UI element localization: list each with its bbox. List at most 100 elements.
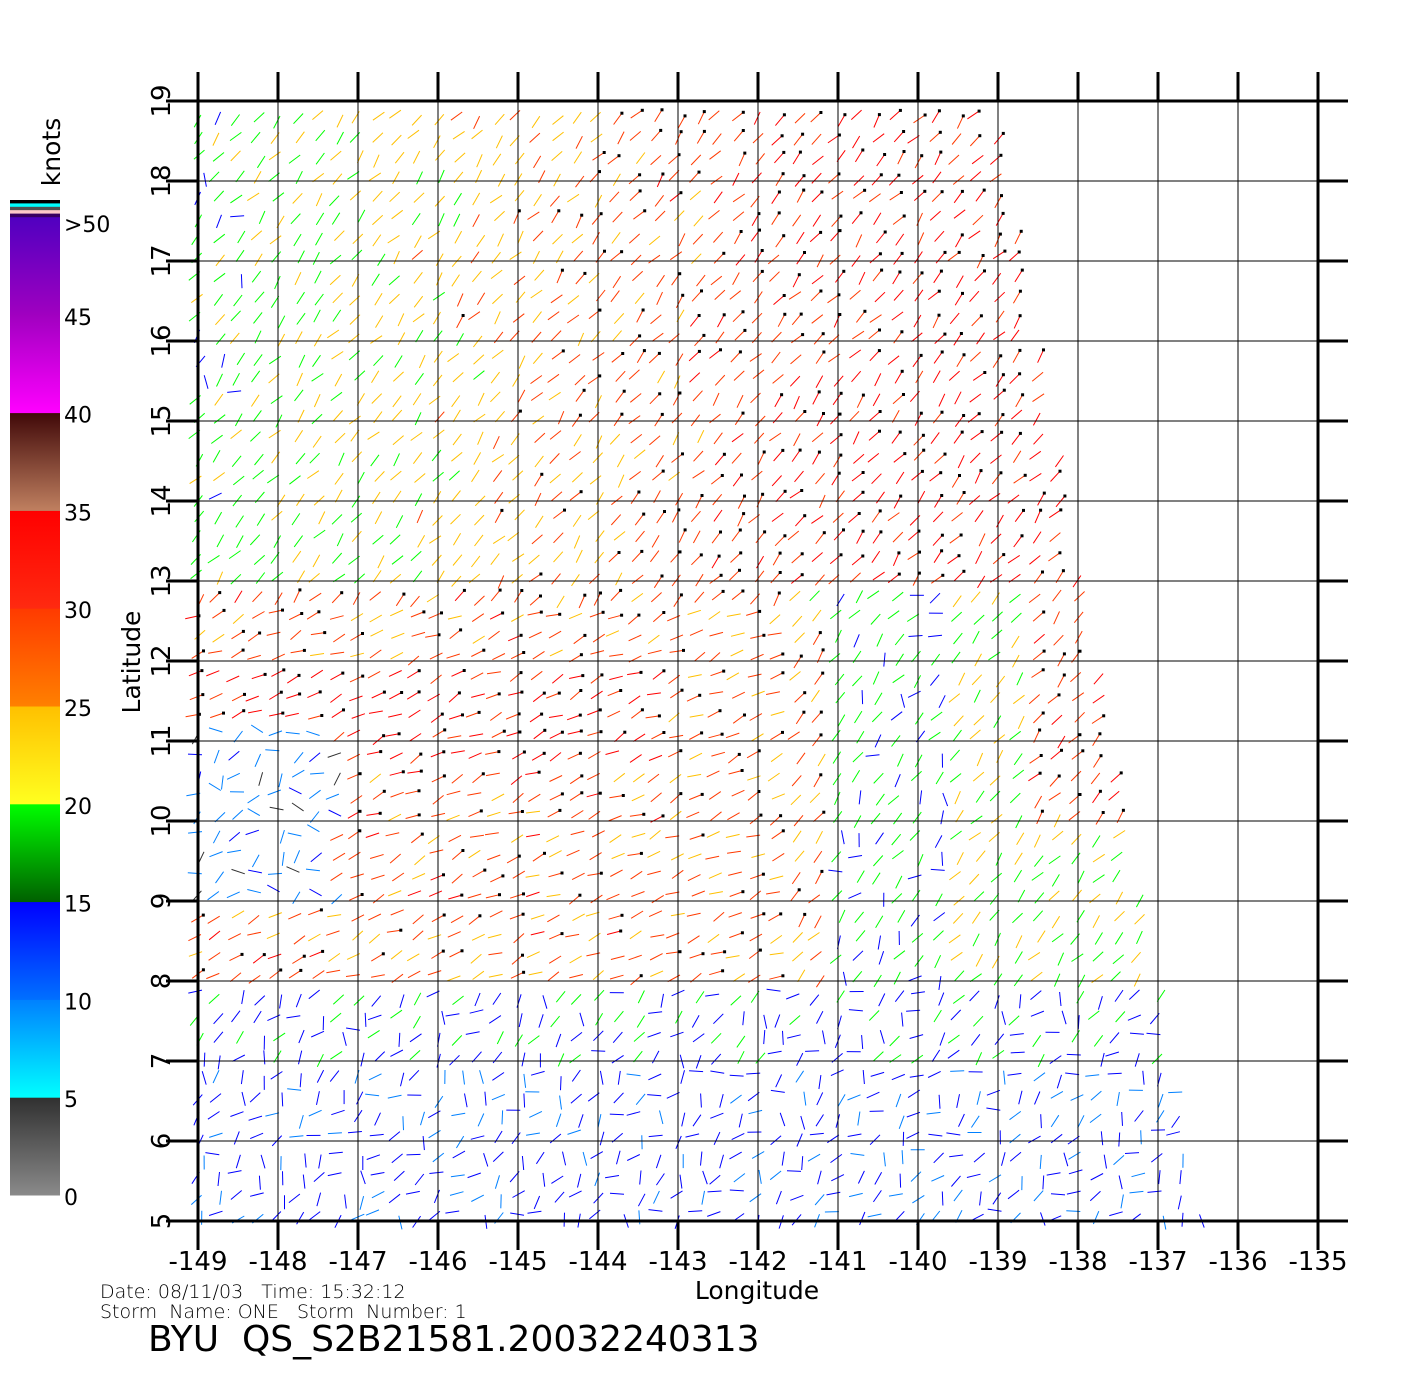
wind-barb [530, 375, 543, 385]
wind-barb [670, 251, 683, 261]
wind-barb [594, 989, 605, 1001]
wind-barb [285, 712, 299, 717]
flag-dot [842, 528, 845, 532]
wind-barb [972, 933, 980, 947]
wind-barb [871, 510, 881, 523]
flag-dot [563, 508, 566, 512]
wind-barb [690, 315, 700, 327]
wind-barb [330, 693, 342, 703]
wind-barb [231, 649, 244, 659]
wind-barb [426, 990, 440, 998]
wind-barb [441, 1010, 446, 1025]
wind-barb [993, 389, 1005, 400]
wind-barb [995, 310, 1005, 323]
wind-barb [258, 1175, 261, 1190]
wind-barb [731, 691, 746, 699]
wind-barb [769, 1170, 782, 1181]
wind-barb [494, 1175, 500, 1189]
flag-dot [757, 212, 761, 216]
wind-barb [751, 470, 763, 481]
wind-barb [592, 633, 605, 643]
wind-barb [295, 331, 303, 345]
wind-barb [1073, 611, 1084, 624]
wind-barb [906, 613, 920, 622]
flag-dot [640, 549, 644, 553]
wind-barb [351, 530, 362, 543]
wind-barb [1179, 1170, 1182, 1185]
wind-barb [833, 529, 844, 541]
flag-dot [580, 213, 584, 217]
wind-barb [650, 792, 662, 803]
wind-barb [794, 632, 805, 643]
wind-barb [934, 151, 942, 166]
wind-barb [876, 231, 886, 244]
wind-barb [973, 614, 985, 625]
wind-barb [732, 474, 742, 487]
wind-barb [236, 535, 244, 549]
flag-dot [857, 512, 861, 515]
wind-barb [315, 193, 323, 207]
wind-barb [695, 991, 705, 1004]
flag-dot [781, 448, 785, 452]
flag-dot [959, 533, 963, 537]
flag-dot [900, 369, 904, 373]
wind-barb [878, 993, 886, 1007]
flag-dot [1019, 229, 1023, 233]
wind-barb [451, 274, 460, 287]
wind-barb [508, 691, 523, 696]
wind-barb [957, 455, 965, 469]
wind-barb [268, 429, 281, 439]
wind-barb [1052, 589, 1062, 602]
wind-barb [472, 869, 486, 878]
wind-barb [810, 689, 820, 703]
wind-barb [350, 613, 364, 622]
wind-barb [709, 891, 723, 895]
wind-barb [793, 433, 801, 447]
wind-barb [654, 210, 666, 222]
wind-barb [411, 114, 422, 126]
wind-barb [274, 592, 283, 605]
wind-barb [907, 874, 922, 880]
wind-barb [1063, 1152, 1069, 1167]
wind-barb [577, 332, 585, 346]
wind-barb [594, 551, 604, 564]
wind-barb [1013, 753, 1023, 766]
wind-barb [349, 675, 363, 683]
wind-barb [887, 610, 900, 620]
wind-barb [994, 414, 1004, 427]
colorbar-label: 40 [64, 404, 92, 429]
wind-barb [855, 590, 864, 604]
wind-barb [710, 275, 723, 286]
wind-barb [651, 894, 664, 904]
flag-dot [962, 353, 966, 357]
wind-barb [956, 492, 965, 505]
wind-barb [1010, 1051, 1025, 1054]
wind-barb [451, 850, 464, 860]
flag-dot [883, 153, 887, 156]
wind-barb [510, 775, 523, 785]
wind-barb [588, 751, 601, 760]
wind-barb [647, 634, 660, 644]
flag-dot [579, 729, 583, 733]
flag-dot [778, 571, 782, 574]
wind-barb [412, 393, 422, 406]
wind-barb [606, 930, 621, 935]
wind-barb [1001, 1152, 1006, 1166]
wind-barb [1116, 1092, 1120, 1106]
wind-barb [367, 1029, 380, 1039]
wind-barb [349, 695, 363, 702]
wind-barb [349, 894, 363, 901]
wind-barb [509, 672, 522, 682]
wind-barb [470, 672, 484, 680]
wind-barb [391, 1153, 403, 1164]
flag-dot [599, 212, 603, 216]
wind-barb [1110, 971, 1121, 982]
wind-barb [483, 1153, 489, 1167]
flag-dot [743, 151, 747, 155]
flag-dot [1078, 733, 1082, 737]
flag-dot [379, 750, 383, 754]
wind-barb [1032, 910, 1044, 922]
wind-barb [365, 832, 380, 838]
wind-barb [858, 271, 866, 285]
wind-barb [526, 810, 541, 814]
